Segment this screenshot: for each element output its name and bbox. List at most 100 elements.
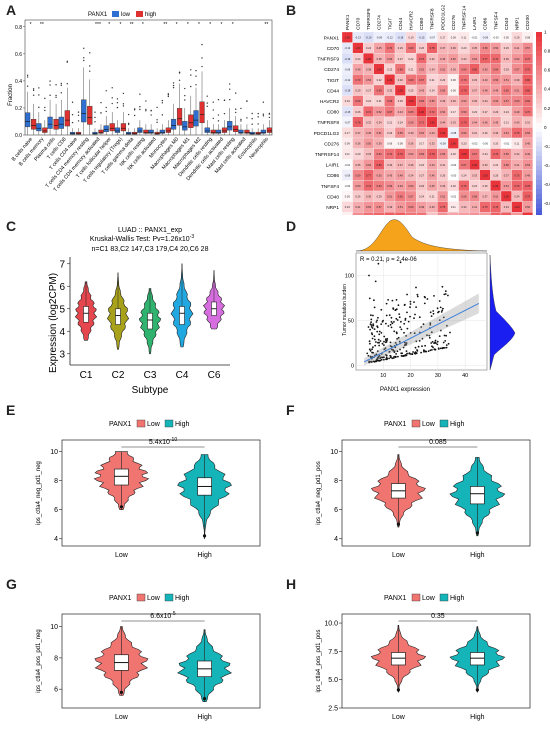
panel-f-outlier [475,531,479,535]
panel-a-outlier [26,76,29,78]
panel-a-outlier [94,111,96,113]
panel-d-point [374,280,377,283]
panel-c-test-exp: -3 [190,234,195,240]
panel-e-outlier [202,534,207,538]
panel-b-cell-value: 0.79 [461,120,467,124]
panel-d-point [445,344,448,346]
panel-a-outlier [201,57,203,59]
panel-f-legend-title: PANX1 [384,421,407,428]
panel-a-outlier [111,102,113,105]
panel-b-cell-value: 0.51 [504,78,510,82]
panel-a-legend-high: high [145,12,156,18]
panel-g-legend-title: PANX1 [109,595,132,602]
panel-b-row-label: CD70 [327,46,340,52]
panel-d-point [383,340,385,343]
panel-b-scale-step [536,117,542,123]
panel-b-scale-step [536,122,542,128]
panel-d-point [444,293,447,295]
panel-d-ylabel: Tumor mutation burden [342,284,348,336]
panel-b-cell-value: 0.20 [451,152,457,156]
panel-b-cell-value: 0.31 [525,120,531,124]
panel-b-cell-value: 0.24 [504,110,510,114]
panel-b-cell-value: 0.52 [419,131,425,135]
panel-f-pvalue-text: 0.085 [429,439,447,446]
panel-b-row-label: CD274 [324,67,339,73]
panel-a-ytick-label: 0.0 [15,133,22,139]
panel-b-cell-value: 0.49 [493,89,499,93]
panel-d-point [370,326,373,328]
panel-a-significance: * [187,22,189,28]
panel-a-box-high [176,108,183,126]
panel-b-scale-step [536,94,542,100]
panel-b-col-label: TNFSF4 [493,12,499,30]
panel-d-point [393,321,395,323]
panel-b-cell-value: 0.25 [408,89,414,93]
panel-e-legend-low: Low [147,421,161,428]
panel-d-point [409,353,412,355]
panel-b-cell-value: 0.33 [430,142,436,146]
panel-d-point [428,334,431,337]
panel-b-cell-value: 0.60 [514,99,520,103]
panel-a-box-high [233,125,239,132]
panel-b-cell-value: 0.44 [472,120,478,124]
panel-b-scale-label: -0.2 [544,144,550,149]
panel-d-point [444,290,447,293]
panel-d-point [437,311,439,314]
panel-b-scale-label: 0.8 [544,49,550,54]
panel-b-cell-value: 0.56 [440,152,446,156]
panel-a-outlier [60,82,62,85]
panel-h-legend-low: Low [422,595,436,602]
panel-b-cell-value: 0.24 [355,57,361,61]
panel-a-outlier [217,114,220,116]
panel-d-point [377,262,380,265]
panel-g-frame [61,613,261,709]
panel-h-legend-high: High [450,595,465,602]
panel-b-cell-value: 1.00 [419,110,425,114]
panel-e-box [114,468,129,486]
panel-f-legend-high: High [450,421,465,428]
panel-d-regression-line [363,302,480,363]
panel-b-scale-label: 1 [544,30,547,35]
panel-b-cell-value: 0.33 [472,78,478,82]
panel-b-cell-value: 0.52 [408,152,414,156]
panel-b-cell-value: 0.36 [366,195,372,199]
panel-e-ytick-label: 8 [54,478,58,485]
panel-b-cell-value: 0.69 [525,99,531,103]
panel-b-scale-step [536,194,542,200]
panel-a-box-high [188,114,194,128]
panel-b-scale-step [536,160,542,166]
panel-d-point [372,323,375,326]
panel-b-cell-value: 0.24 [398,120,404,124]
panel-d-point [417,345,420,348]
panel-b-cell-value: 0.21 [377,99,383,103]
panel-b-cell-value: 0.79 [525,195,531,199]
panel-d-point [433,295,435,297]
panel-c-ytick-label: 6 [59,282,65,293]
panel-d-point [374,338,376,341]
panel-g-outlier [202,697,207,701]
panel-b-cell-value: 0.55 [440,89,446,93]
panel-d-point [444,340,447,342]
panel-b-cell-value: 0.34 [408,173,414,177]
panel-b-cell-value: 0.77 [483,57,489,61]
panel-b-cell-value: 0.70 [461,78,467,82]
panel-b-col-label: TNFRSF9 [366,8,372,30]
panel-a-outlier [77,111,80,113]
panel-d-point [384,341,387,344]
panel-c-ytick-label: 7 [59,259,65,270]
panel-b-cell-value: 0.69 [355,99,361,103]
panel-b-cell-value: 0.50 [451,57,457,61]
panel-b-cell-value: 0.26 [387,131,393,135]
panel-b-cell-value: 0.50 [483,67,489,71]
panel-d-point [405,342,408,344]
panel-d-point [373,299,375,302]
panel-f-outlier [396,522,400,526]
panel-d-point [394,309,397,312]
panel-d-point [375,341,377,343]
panel-c-xtick-label: C1 [80,370,93,381]
panel-b-cell [405,212,417,215]
panel-label-f: F [286,402,295,418]
panel-a-box-high [143,129,149,134]
panel-b-cell-value: 0.52 [461,99,467,103]
panel-d-xtick-label: 40 [462,373,468,379]
